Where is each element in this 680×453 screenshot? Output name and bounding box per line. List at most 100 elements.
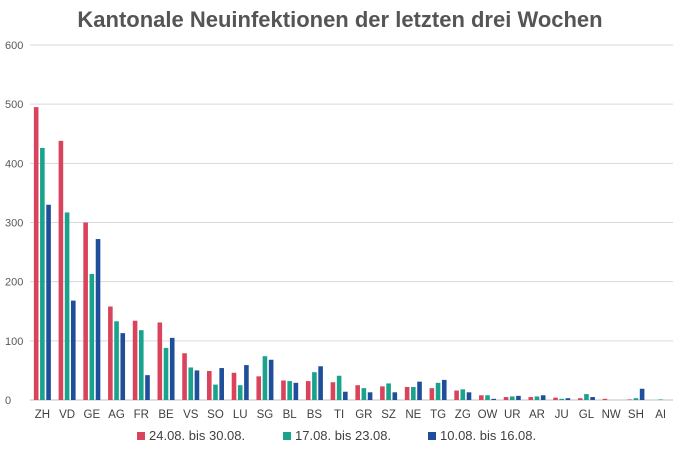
bar-ur-series-1 xyxy=(503,397,509,400)
bar-ai-series-2 xyxy=(658,399,663,400)
bar-gr-series-2 xyxy=(361,388,367,400)
bar-gr-series-3 xyxy=(367,392,373,400)
x-tick-label: AG xyxy=(108,409,125,421)
bar-ur-series-3 xyxy=(516,395,521,400)
x-tick-label: LU xyxy=(233,409,248,421)
bar-ne-series-2 xyxy=(411,386,416,400)
bar-nw-series-1 xyxy=(602,398,608,400)
bar-ne-series-1 xyxy=(404,386,410,400)
x-tick-label: BL xyxy=(283,409,298,421)
bar-zg-series-2 xyxy=(460,389,466,400)
bar-sz-series-1 xyxy=(380,386,385,400)
x-tick-label: JU xyxy=(555,409,569,421)
bar-ur-series-2 xyxy=(509,396,515,400)
bar-tg-series-1 xyxy=(429,388,435,400)
bar-zg-series-1 xyxy=(454,390,459,400)
bar-gr-series-1 xyxy=(355,385,360,400)
bar-vd-series-2 xyxy=(64,212,70,400)
bar-ge-series-2 xyxy=(89,273,95,400)
bar-so-series-1 xyxy=(206,371,212,400)
chart-title: Kantonale Neuinfektionen der letzten dre… xyxy=(77,7,602,32)
bar-sh-series-1 xyxy=(627,399,632,400)
bar-bl-series-3 xyxy=(293,382,299,400)
bar-be-series-2 xyxy=(163,347,169,400)
bar-vs-series-3 xyxy=(194,370,200,400)
x-tick-label: ZG xyxy=(455,409,471,421)
x-tick-label: FR xyxy=(134,409,149,421)
x-tick-label: NE xyxy=(405,409,421,421)
x-tick-label: GE xyxy=(84,409,101,421)
bar-sh-series-3 xyxy=(639,388,645,400)
y-axis-tick-labels: 0 100 200 300 400 500 600 xyxy=(5,40,23,407)
bar-be-series-1 xyxy=(157,322,163,400)
bar-zh-series-3 xyxy=(46,204,51,400)
bar-vd-series-1 xyxy=(58,140,64,400)
bar-lu-series-2 xyxy=(237,385,243,400)
x-tick-label: UR xyxy=(504,409,521,421)
bar-gl-series-1 xyxy=(577,398,583,400)
y-tick-label: 500 xyxy=(5,99,23,111)
bar-vd-series-3 xyxy=(71,300,76,400)
bar-bs-series-1 xyxy=(305,381,311,400)
bar-ti-series-2 xyxy=(336,375,342,400)
bar-so-series-2 xyxy=(213,384,218,400)
legend-swatch xyxy=(283,432,291,440)
bar-tg-series-3 xyxy=(441,379,447,400)
bar-fr-series-1 xyxy=(132,320,138,400)
x-tick-label: SO xyxy=(207,409,224,421)
bar-vs-series-2 xyxy=(188,367,194,400)
bar-ag-series-2 xyxy=(114,321,119,400)
bar-ag-series-3 xyxy=(120,333,126,400)
x-tick-label: SH xyxy=(628,409,644,421)
bar-ow-series-3 xyxy=(491,398,497,400)
bar-tg-series-2 xyxy=(435,382,441,400)
bar-sz-series-3 xyxy=(392,392,398,400)
bar-ar-series-1 xyxy=(528,397,534,400)
bar-zh-series-2 xyxy=(40,147,45,400)
bar-sg-series-1 xyxy=(256,376,262,400)
bar-bl-series-2 xyxy=(287,381,292,400)
bar-ju-series-3 xyxy=(565,398,571,400)
y-tick-label: 600 xyxy=(5,40,23,52)
legend: 24.08. bis 30.08. 17.08. bis 23.08. 10.08.… xyxy=(137,428,536,443)
bar-bs-series-3 xyxy=(318,366,323,400)
bar-zg-series-3 xyxy=(466,392,472,400)
bar-ti-series-3 xyxy=(343,391,348,400)
bar-ar-series-2 xyxy=(534,396,540,400)
x-tick-label: VS xyxy=(183,409,199,421)
bar-fr-series-3 xyxy=(145,375,150,400)
x-tick-label: SG xyxy=(257,409,274,421)
bar-lu-series-3 xyxy=(244,365,249,400)
x-tick-label: AI xyxy=(655,409,666,421)
y-tick-label: 100 xyxy=(5,336,23,348)
x-tick-label: BE xyxy=(158,409,174,421)
x-tick-label: AR xyxy=(529,409,545,421)
bar-fr-series-2 xyxy=(138,330,144,400)
bar-ju-series-1 xyxy=(553,397,558,400)
y-tick-label: 400 xyxy=(5,158,23,170)
bars xyxy=(33,107,663,401)
bar-gl-series-3 xyxy=(590,397,595,400)
bar-lu-series-1 xyxy=(231,372,237,400)
y-tick-label: 0 xyxy=(5,395,11,407)
x-tick-label: TG xyxy=(430,409,446,421)
legend-label: 17.08. bis 23.08. xyxy=(295,428,391,443)
x-tick-label: TI xyxy=(334,409,344,421)
x-axis-tick-labels: ZH VD GE AG FR BE VS SO LU SG BL BS TI GR SZ NE TG ZG OW UR… xyxy=(35,409,666,421)
x-tick-label: ZH xyxy=(35,409,50,421)
legend-swatch xyxy=(137,432,145,440)
x-tick-label: NW xyxy=(602,409,621,421)
bar-sz-series-2 xyxy=(386,383,391,400)
y-tick-label: 300 xyxy=(5,218,23,230)
x-tick-label: OW xyxy=(478,409,498,421)
bar-ow-series-2 xyxy=(485,395,490,400)
bar-ar-series-3 xyxy=(540,395,546,400)
bar-be-series-3 xyxy=(169,337,175,401)
bar-ow-series-1 xyxy=(479,395,484,400)
bar-sh-series-2 xyxy=(633,398,639,400)
x-tick-label: SZ xyxy=(381,409,396,421)
x-tick-label: BS xyxy=(307,409,323,421)
bar-ge-series-3 xyxy=(95,239,101,400)
